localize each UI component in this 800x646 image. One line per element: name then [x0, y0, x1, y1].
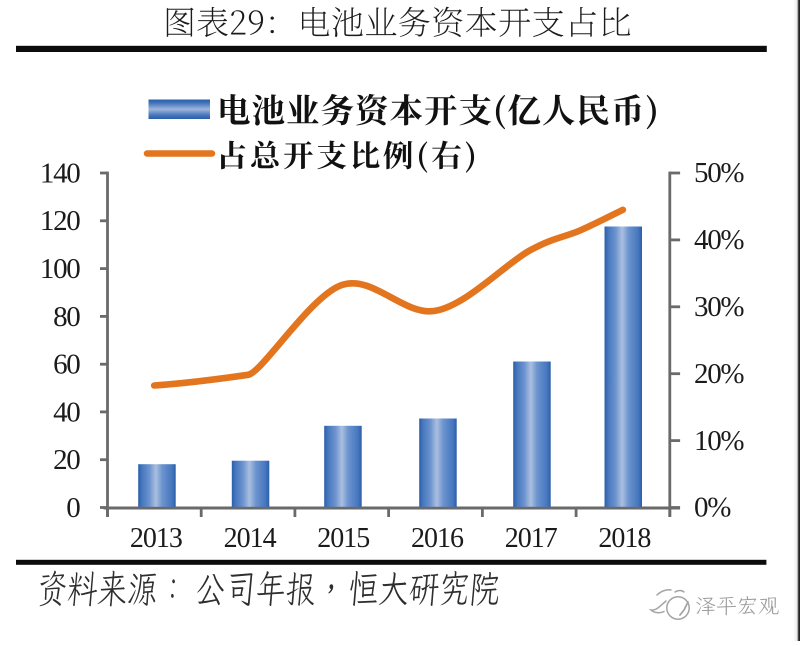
svg-text:60: 60	[53, 349, 80, 381]
svg-text:20: 20	[53, 444, 80, 476]
svg-text:0%: 0%	[694, 492, 731, 524]
svg-text:0: 0	[66, 492, 80, 524]
svg-text:50%: 50%	[694, 157, 744, 189]
svg-text:2013: 2013	[130, 523, 182, 554]
svg-text:100: 100	[40, 253, 80, 285]
svg-text:40%: 40%	[694, 224, 744, 256]
svg-text:40: 40	[53, 396, 80, 428]
svg-text:2018: 2018	[598, 523, 650, 554]
svg-text:30%: 30%	[694, 291, 744, 323]
svg-text:120: 120	[40, 205, 80, 237]
svg-text:80: 80	[53, 301, 80, 333]
svg-text:10%: 10%	[694, 425, 744, 457]
svg-text:140: 140	[40, 157, 80, 189]
svg-text:20%: 20%	[694, 358, 744, 390]
svg-text:2017: 2017	[505, 523, 558, 554]
svg-text:2016: 2016	[411, 523, 464, 554]
svg-text:2015: 2015	[317, 523, 369, 554]
svg-text:2014: 2014	[224, 523, 277, 554]
